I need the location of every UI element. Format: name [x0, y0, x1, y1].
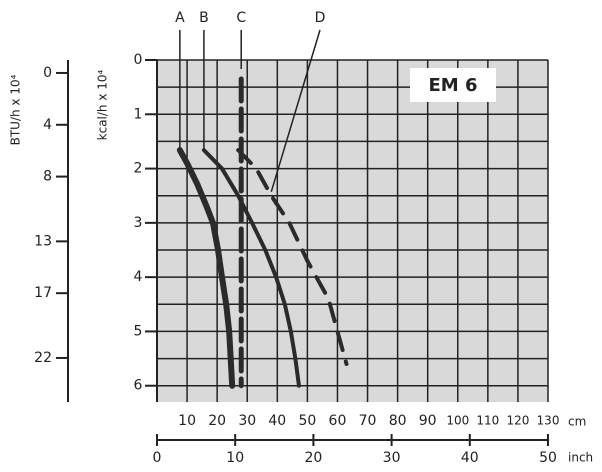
y-tick-label: 1: [134, 106, 143, 122]
x2-tick-label: 0: [153, 450, 162, 466]
y-tick-label: 2: [134, 161, 143, 177]
series-line: [236, 148, 349, 366]
badge-box: [410, 68, 496, 102]
y-tick-label: 0: [134, 52, 143, 68]
x-tick-label: 40: [268, 413, 286, 429]
x-tick-label: 90: [419, 413, 437, 429]
y2-axis-label: BTU/h x 10⁴: [9, 74, 23, 145]
y-tick-label: 6: [134, 378, 143, 394]
x2-tick-label: 10: [226, 450, 244, 466]
x2-tick-label: 50: [539, 450, 557, 466]
x-tick-label: 60: [329, 413, 347, 429]
x-tick-label: 70: [359, 413, 377, 429]
series-line: [201, 148, 301, 388]
x-tick-label: 110: [476, 414, 499, 428]
series-label: B: [199, 10, 209, 26]
y2-tick-label: 17: [34, 285, 52, 301]
y-axis-label: kcal/h x 10⁴: [96, 69, 110, 140]
plot-area: [157, 60, 548, 402]
y2-tick-label: 0: [43, 65, 52, 81]
x-tick-label: 10: [178, 413, 196, 429]
x2-tick-label: 40: [461, 450, 479, 466]
x-tick-label: 20: [208, 413, 226, 429]
series-label: A: [175, 10, 185, 26]
x-tick-label: 80: [389, 413, 407, 429]
x-tick-label: 100: [446, 414, 469, 428]
x-tick-label: 50: [298, 413, 316, 429]
x2-axis-label: inch: [568, 451, 593, 465]
y2-tick-label: 13: [34, 233, 52, 249]
x-tick-label: 120: [506, 414, 529, 428]
x-tick-label: 30: [238, 413, 256, 429]
x2-tick-label: 20: [304, 450, 322, 466]
series-label: C: [236, 10, 246, 26]
y-tick-label: 3: [134, 215, 143, 231]
y2-tick-label: 4: [43, 117, 52, 133]
series-line: [176, 147, 236, 389]
x-axis-label: cm: [568, 415, 586, 429]
badge: EM 6: [429, 75, 478, 96]
x-tick-label: 130: [537, 414, 560, 428]
y-tick-label: 4: [134, 269, 143, 285]
y-tick-label: 5: [134, 323, 143, 339]
x2-tick-label: 30: [383, 450, 401, 466]
y2-tick-label: 8: [43, 169, 52, 185]
leader-line: [270, 29, 321, 192]
series-label: D: [315, 10, 326, 26]
y2-tick-label: 22: [34, 350, 52, 366]
